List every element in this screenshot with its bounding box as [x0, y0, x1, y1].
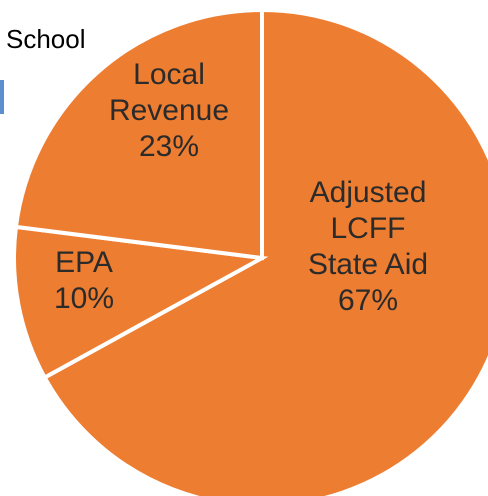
slice-label-local-revenue: Local Revenue 23% — [109, 58, 229, 163]
slice-label-line: Local — [133, 58, 205, 91]
pie-slices — [12, 7, 488, 496]
slice-label-adjusted-lcff-state-aid: Adjusted LCFF State Aid 67% — [308, 176, 428, 317]
slice-label-line: Revenue — [109, 94, 229, 127]
slice-label-epa: EPA 10% — [54, 246, 114, 315]
legend-edge-marker — [0, 80, 4, 114]
slice-label-line: Adjusted — [310, 176, 427, 209]
slice-label-line: LCFF — [331, 212, 406, 245]
pie-slice-epa — [12, 224, 269, 381]
pie-slice-local-revenue — [13, 7, 264, 261]
chart-title-fragment: School — [6, 24, 90, 54]
slice-label-line: State Aid — [308, 248, 428, 281]
slice-percent-epa: 10% — [54, 282, 114, 315]
pie-slice-adjusted-lcff-state-aid — [41, 7, 488, 496]
pie-labels: Adjusted LCFF State Aid 67% EPA 10% Local Reven… — [54, 58, 428, 317]
slice-label-line: EPA — [55, 246, 113, 279]
slice-percent-adjusted-lcff-state-aid: 67% — [338, 284, 398, 317]
slice-percent-local-revenue: 23% — [139, 130, 199, 163]
